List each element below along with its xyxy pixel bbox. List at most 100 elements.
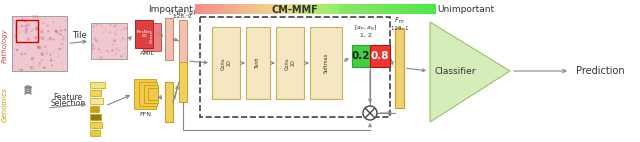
Bar bbox=[223, 4, 224, 14]
Bar bbox=[255, 4, 257, 14]
Bar bbox=[252, 4, 253, 14]
Circle shape bbox=[41, 60, 42, 61]
Bar bbox=[235, 4, 236, 14]
Text: FFN: FFN bbox=[139, 112, 151, 117]
Circle shape bbox=[21, 16, 22, 18]
Bar bbox=[216, 4, 217, 14]
Bar bbox=[148, 88, 158, 100]
Circle shape bbox=[122, 37, 124, 39]
Circle shape bbox=[21, 68, 23, 70]
Bar bbox=[212, 27, 240, 99]
Circle shape bbox=[98, 48, 100, 51]
Bar bbox=[292, 4, 294, 14]
Bar bbox=[400, 4, 402, 14]
Text: $F_m$: $F_m$ bbox=[394, 16, 404, 26]
Bar bbox=[230, 4, 232, 14]
Bar bbox=[418, 4, 420, 14]
Circle shape bbox=[23, 31, 24, 32]
Bar bbox=[261, 4, 262, 14]
Bar bbox=[327, 4, 329, 14]
Circle shape bbox=[114, 39, 116, 42]
Circle shape bbox=[115, 29, 117, 31]
Bar bbox=[301, 4, 302, 14]
Circle shape bbox=[93, 38, 95, 40]
Bar bbox=[309, 4, 310, 14]
Circle shape bbox=[54, 30, 57, 32]
Bar bbox=[219, 4, 221, 14]
Circle shape bbox=[36, 45, 40, 49]
Circle shape bbox=[20, 53, 22, 55]
Circle shape bbox=[19, 31, 20, 33]
Bar bbox=[276, 4, 278, 14]
Bar bbox=[326, 4, 328, 14]
Bar bbox=[408, 4, 410, 14]
Circle shape bbox=[38, 46, 41, 49]
Circle shape bbox=[58, 40, 59, 41]
Bar bbox=[426, 4, 427, 14]
Bar bbox=[335, 4, 337, 14]
Bar bbox=[381, 4, 383, 14]
Text: Selection: Selection bbox=[51, 99, 86, 108]
Circle shape bbox=[49, 37, 52, 40]
Bar bbox=[90, 114, 101, 120]
Circle shape bbox=[55, 31, 57, 33]
Bar bbox=[405, 4, 406, 14]
Bar bbox=[200, 4, 202, 14]
Circle shape bbox=[113, 39, 115, 42]
Circle shape bbox=[25, 35, 26, 36]
Bar bbox=[424, 4, 426, 14]
Circle shape bbox=[121, 55, 124, 58]
Circle shape bbox=[62, 38, 64, 41]
Circle shape bbox=[21, 18, 24, 21]
Circle shape bbox=[96, 24, 98, 26]
Bar bbox=[310, 27, 342, 99]
Circle shape bbox=[115, 53, 117, 55]
Bar bbox=[333, 4, 335, 14]
Bar bbox=[296, 4, 298, 14]
Bar bbox=[427, 4, 428, 14]
Circle shape bbox=[56, 32, 57, 33]
Bar bbox=[312, 4, 313, 14]
Circle shape bbox=[28, 45, 30, 47]
Circle shape bbox=[45, 49, 48, 52]
Circle shape bbox=[104, 45, 106, 46]
Circle shape bbox=[125, 38, 127, 41]
Circle shape bbox=[93, 31, 94, 32]
Circle shape bbox=[46, 52, 48, 55]
Circle shape bbox=[106, 37, 108, 39]
Bar bbox=[228, 4, 230, 14]
Circle shape bbox=[47, 30, 49, 33]
Bar bbox=[298, 4, 300, 14]
Text: Genomics: Genomics bbox=[2, 88, 8, 122]
Circle shape bbox=[15, 34, 18, 37]
Bar bbox=[139, 82, 157, 106]
Bar bbox=[340, 4, 342, 14]
Circle shape bbox=[19, 44, 20, 45]
Bar bbox=[365, 4, 367, 14]
Circle shape bbox=[109, 23, 112, 26]
Bar bbox=[372, 4, 374, 14]
Circle shape bbox=[63, 69, 64, 70]
Circle shape bbox=[97, 23, 99, 25]
Circle shape bbox=[113, 25, 115, 27]
Circle shape bbox=[25, 38, 26, 39]
Circle shape bbox=[31, 67, 34, 70]
Bar bbox=[310, 4, 312, 14]
Circle shape bbox=[38, 36, 41, 39]
Bar bbox=[266, 4, 268, 14]
Bar bbox=[179, 62, 187, 102]
Bar bbox=[314, 4, 316, 14]
Bar bbox=[360, 4, 361, 14]
Bar bbox=[244, 4, 246, 14]
Bar bbox=[272, 4, 273, 14]
Circle shape bbox=[58, 33, 60, 34]
Bar bbox=[360, 4, 362, 14]
Circle shape bbox=[27, 46, 28, 47]
Bar bbox=[256, 4, 258, 14]
Bar bbox=[321, 4, 323, 14]
Circle shape bbox=[95, 39, 98, 42]
Circle shape bbox=[12, 20, 14, 22]
Circle shape bbox=[37, 64, 40, 67]
Circle shape bbox=[52, 50, 54, 53]
Text: Pathology: Pathology bbox=[2, 29, 8, 63]
